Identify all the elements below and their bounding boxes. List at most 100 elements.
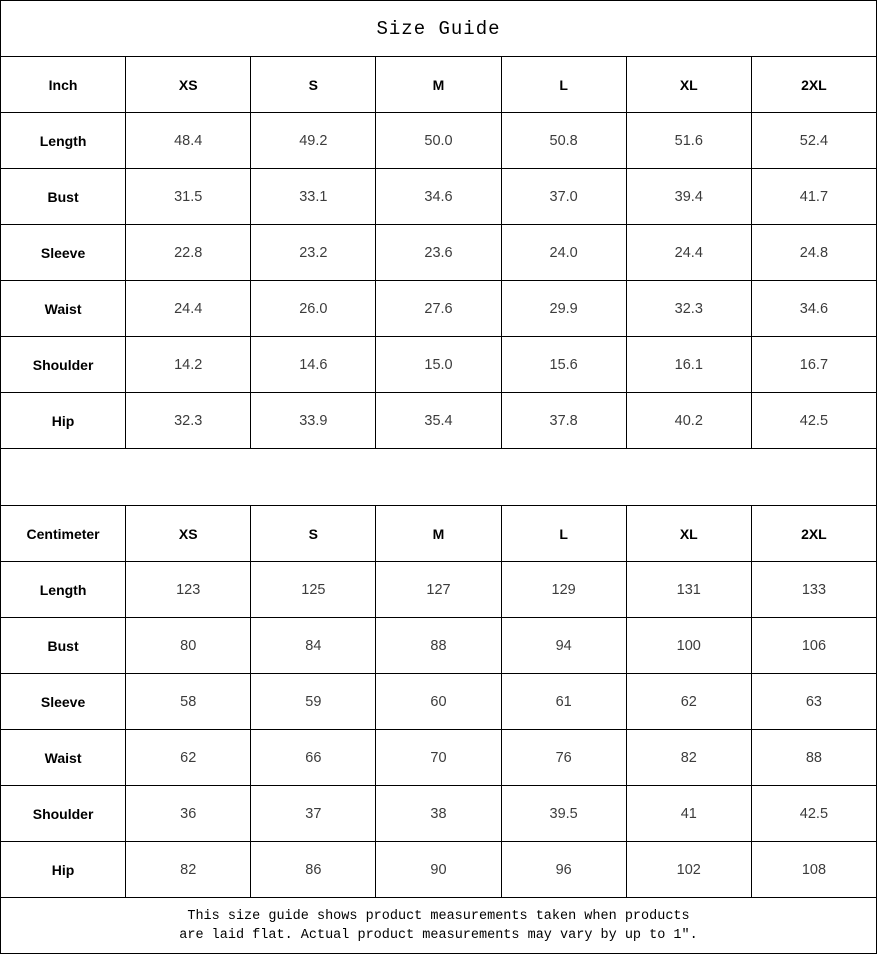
cm-size-header-xl: XL (627, 506, 752, 561)
cell-value: 27.6 (376, 281, 502, 336)
spacer-cell (1, 449, 876, 505)
inch-table-header-row: Inch XS S M L XL 2XL (1, 57, 876, 113)
cell-value: 37 (251, 786, 377, 841)
cell-value: 23.6 (376, 225, 502, 280)
footer-line-2: are laid flat. Actual product measuremen… (179, 927, 698, 943)
cell-value: 32.3 (126, 393, 252, 448)
cell-value: 80 (126, 618, 252, 673)
row-label: Sleeve (1, 674, 127, 729)
cell-value: 39.5 (502, 786, 627, 841)
cell-value: 35.4 (376, 393, 502, 448)
inch-row-bust: Bust 31.5 33.1 34.6 37.0 39.4 41.7 (1, 169, 876, 225)
cell-value: 16.7 (799, 356, 829, 373)
cell-value: 84 (251, 618, 377, 673)
cm-row-hip: Hip 82 86 90 96 102 108 (1, 842, 876, 898)
cell-value: 58 (126, 674, 252, 729)
cell-value: 49.2 (251, 113, 377, 168)
cell-value: 59 (251, 674, 377, 729)
table-spacer-row (1, 449, 876, 506)
row-label: Sleeve (1, 225, 127, 280)
cell-value: 24.0 (502, 225, 627, 280)
inch-size-header-l: L (502, 57, 627, 112)
footer-note: This size guide shows product measuremen… (1, 898, 876, 953)
cell-value: 31.5 (126, 169, 252, 224)
inch-row-shoulder: Shoulder 14.2 14.6 15.0 15.6 16.1 16.7 (1, 337, 876, 393)
cell-value: 33.9 (251, 393, 377, 448)
row-label: Hip (1, 393, 127, 448)
cell-value: 24.4 (126, 281, 252, 336)
cell-value: 40.2 (627, 393, 752, 448)
cell-value: 42.5 (799, 412, 829, 429)
row-label: Hip (1, 842, 127, 897)
inch-row-hip: Hip 32.3 33.9 35.4 37.8 40.2 42.5 (1, 393, 876, 449)
cm-size-header-s: S (251, 506, 377, 561)
cell-value: 29.9 (502, 281, 627, 336)
inch-row-length: Length 48.4 49.2 50.0 50.8 51.6 52.4 (1, 113, 876, 169)
cell-value: 90 (376, 842, 502, 897)
cell-value: 23.2 (251, 225, 377, 280)
cell-value: 123 (126, 562, 252, 617)
inch-size-header-2xl: 2XL (801, 76, 827, 93)
cell-value: 52.4 (799, 132, 829, 149)
cell-value: 33.1 (251, 169, 377, 224)
cell-value: 38 (376, 786, 502, 841)
page-title: Size Guide (376, 17, 501, 40)
cm-unit-header: Centimeter (1, 506, 127, 561)
cell-value: 14.2 (126, 337, 252, 392)
cm-row-waist: Waist 62 66 70 76 82 88 (1, 730, 876, 786)
inch-size-header-s: S (251, 57, 377, 112)
row-label: Shoulder (1, 337, 127, 392)
cell-value: 61 (502, 674, 627, 729)
cell-value: 16.1 (627, 337, 752, 392)
inch-size-header-xl: XL (627, 57, 752, 112)
cell-value: 102 (627, 842, 752, 897)
row-label: Shoulder (1, 786, 127, 841)
cell-value: 50.0 (376, 113, 502, 168)
cell-value: 26.0 (251, 281, 377, 336)
footer-note-text: This size guide shows product measuremen… (179, 907, 697, 945)
cell-value: 88 (805, 749, 822, 766)
cm-size-header-xs: XS (126, 506, 252, 561)
cell-value: 34.6 (799, 300, 829, 317)
cell-value: 15.0 (376, 337, 502, 392)
cell-value: 62 (126, 730, 252, 785)
inch-row-waist: Waist 24.4 26.0 27.6 29.9 32.3 34.6 (1, 281, 876, 337)
cell-value: 82 (627, 730, 752, 785)
cell-value: 76 (502, 730, 627, 785)
cell-value: 70 (376, 730, 502, 785)
cell-value: 41.7 (799, 188, 829, 205)
cell-value: 14.6 (251, 337, 377, 392)
row-label: Length (1, 113, 127, 168)
cell-value: 108 (801, 861, 827, 878)
cell-value: 15.6 (502, 337, 627, 392)
cell-value: 94 (502, 618, 627, 673)
cell-value: 24.8 (799, 244, 829, 261)
cell-value: 86 (251, 842, 377, 897)
cell-value: 96 (502, 842, 627, 897)
cm-row-length: Length 123 125 127 129 131 133 (1, 562, 876, 618)
row-label: Bust (1, 169, 127, 224)
cell-value: 62 (627, 674, 752, 729)
cell-value: 22.8 (126, 225, 252, 280)
footer-line-1: This size guide shows product measuremen… (187, 908, 690, 924)
inch-size-header-xs: XS (126, 57, 252, 112)
inch-row-sleeve: Sleeve 22.8 23.2 23.6 24.0 24.4 24.8 (1, 225, 876, 281)
cell-value: 131 (627, 562, 752, 617)
cell-value: 50.8 (502, 113, 627, 168)
cell-value: 48.4 (126, 113, 252, 168)
footer-row: This size guide shows product measuremen… (1, 898, 876, 953)
cell-value: 60 (376, 674, 502, 729)
cm-size-header-m: M (376, 506, 502, 561)
cm-size-header-2xl: 2XL (801, 525, 827, 542)
cm-row-shoulder: Shoulder 36 37 38 39.5 41 42.5 (1, 786, 876, 842)
cm-row-sleeve: Sleeve 58 59 60 61 62 63 (1, 674, 876, 730)
cell-value: 41 (627, 786, 752, 841)
row-label: Waist (1, 730, 127, 785)
cell-value: 32.3 (627, 281, 752, 336)
cm-row-bust: Bust 80 84 88 94 100 106 (1, 618, 876, 674)
cell-value: 63 (805, 693, 822, 710)
row-label: Bust (1, 618, 127, 673)
inch-size-header-m: M (376, 57, 502, 112)
title-row: Size Guide (1, 1, 876, 57)
